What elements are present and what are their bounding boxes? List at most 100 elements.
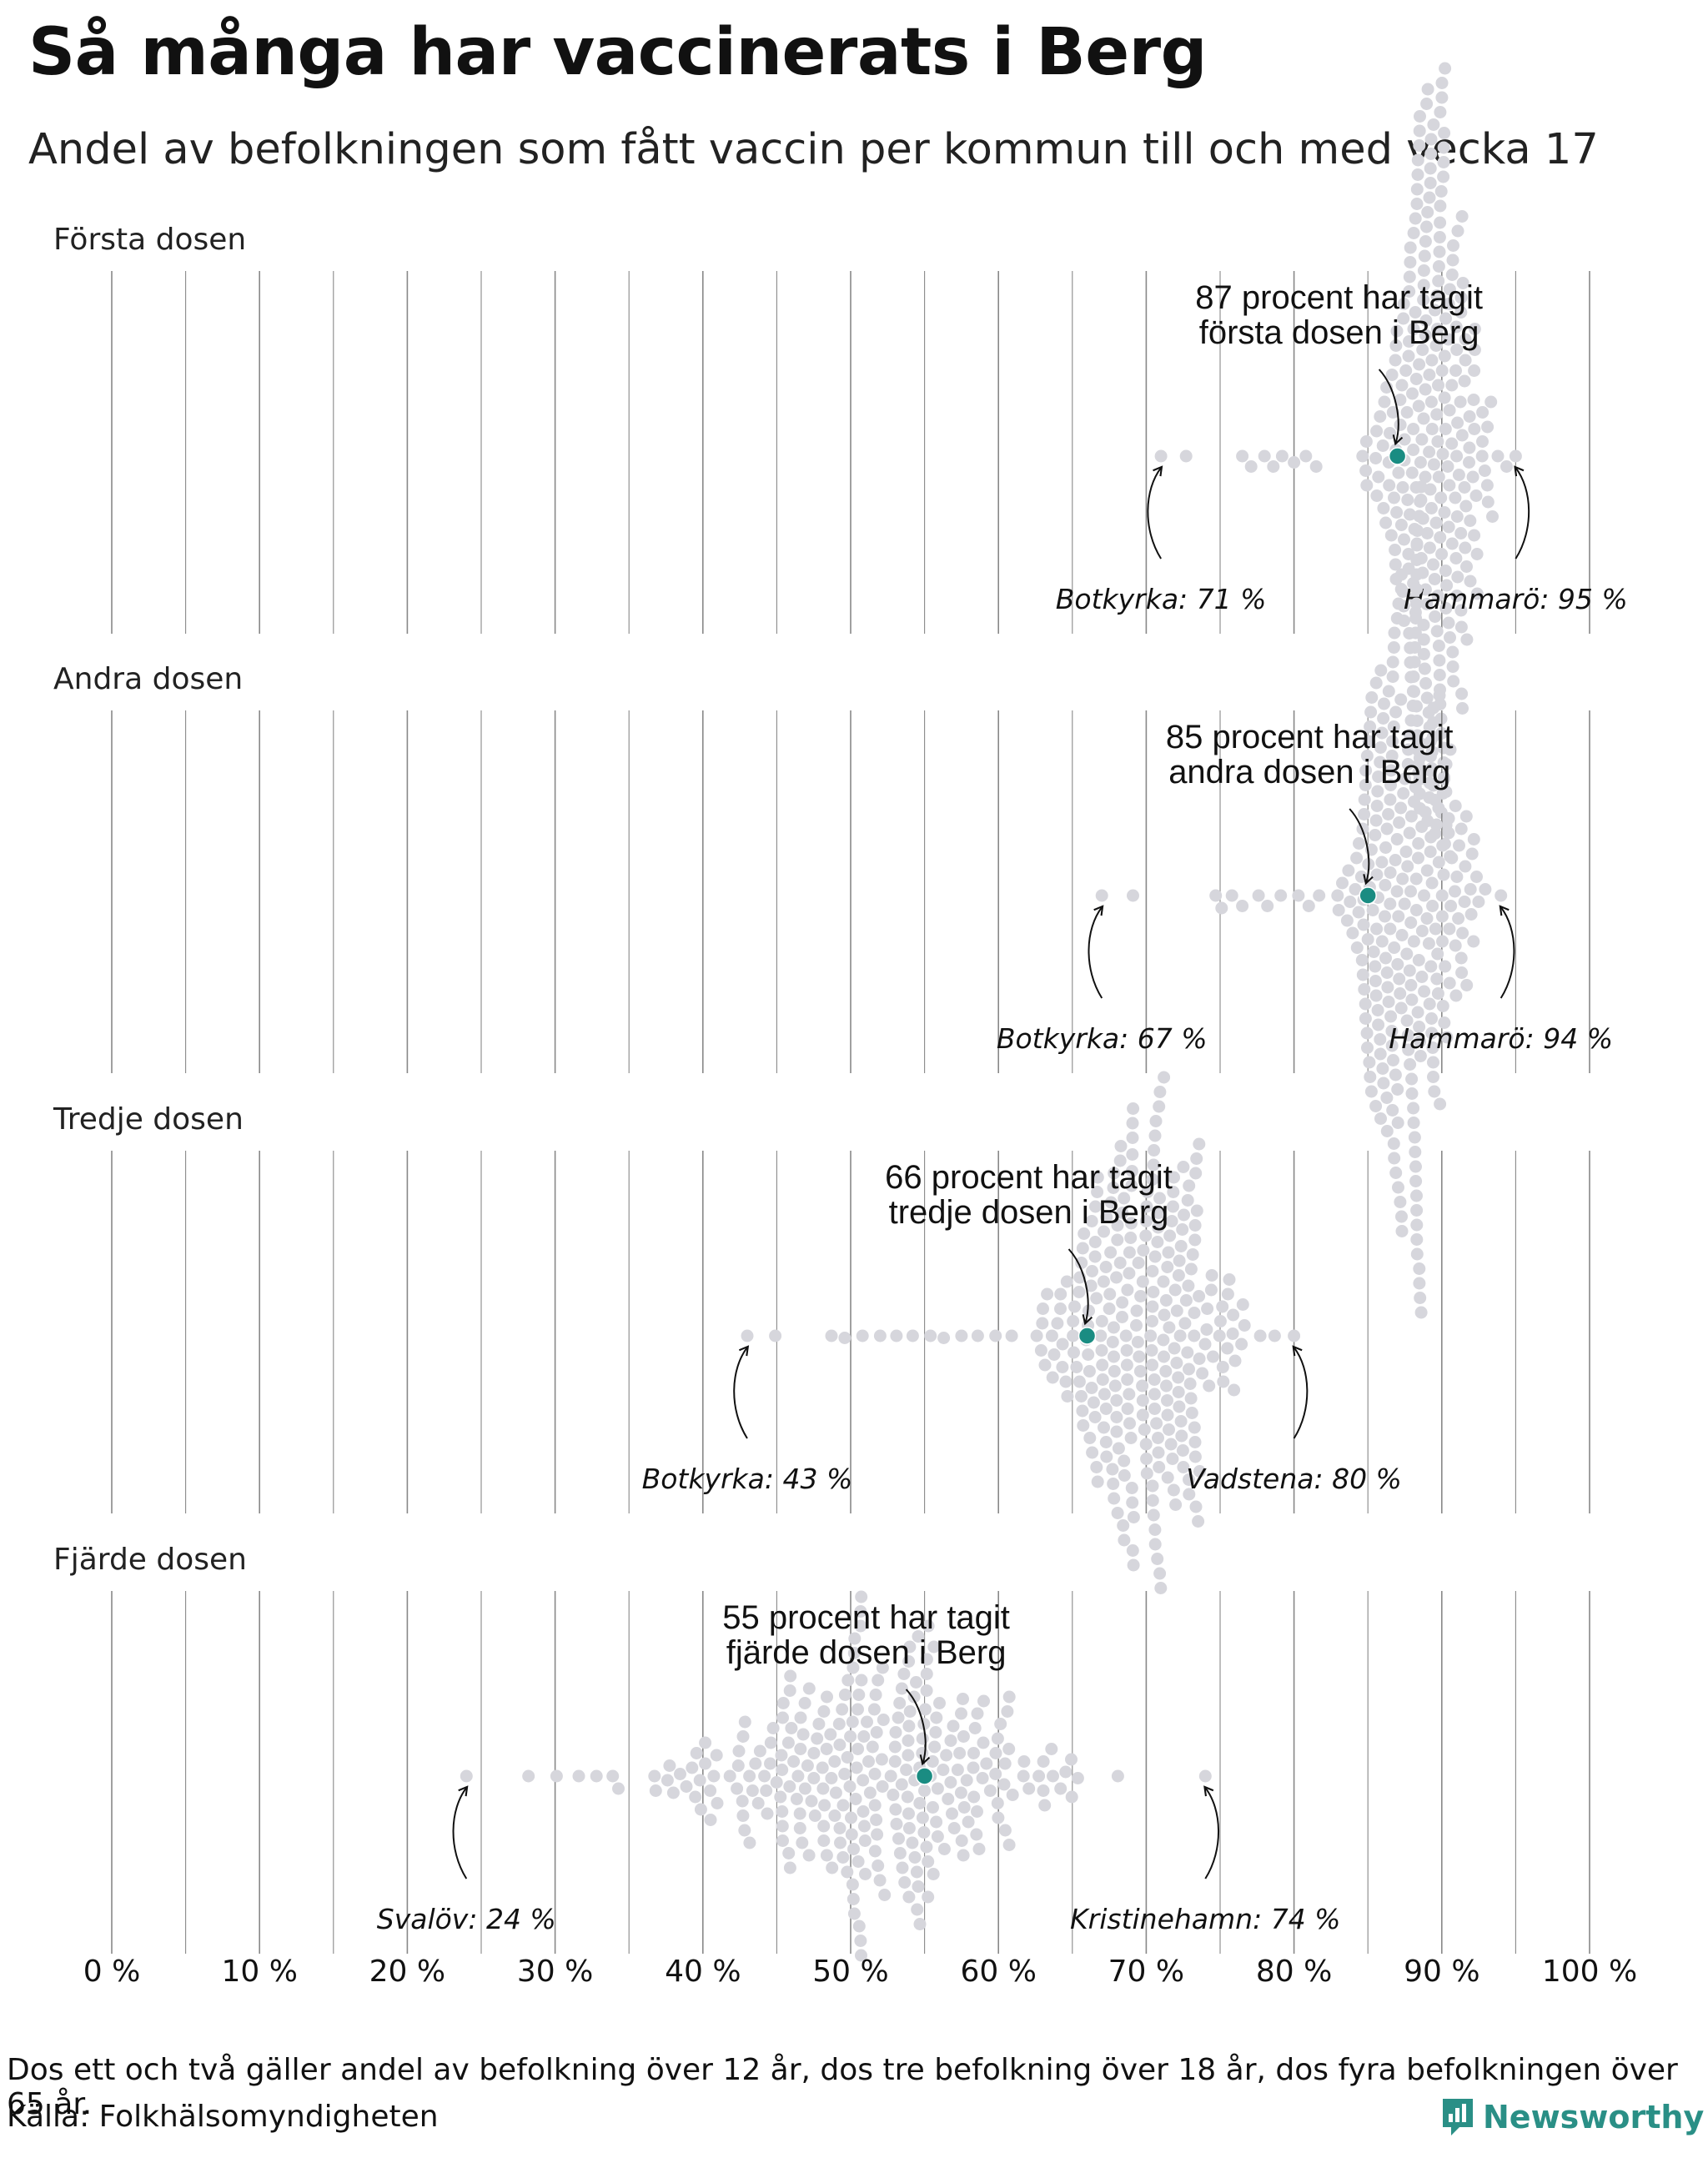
municipality-dot [967,1790,981,1804]
municipality-dot [1173,1400,1186,1413]
municipality-dot [903,1640,917,1654]
municipality-dot [1118,1192,1131,1205]
municipality-dot [775,1749,788,1762]
municipality-dot [989,1747,1002,1759]
municipality-dot [1154,1582,1168,1594]
municipality-dot [944,1734,957,1747]
municipality-dot [794,1743,807,1755]
municipality-dot [1098,1388,1111,1401]
municipality-dot [770,1776,783,1789]
municipality-dot [1416,344,1429,356]
municipality-dot [898,1876,912,1889]
municipality-dot [1424,831,1438,844]
municipality-dot [1201,1302,1214,1315]
municipality-dot [785,1722,798,1734]
municipality-dot [784,1669,797,1683]
municipality-dot [1395,1210,1408,1223]
municipality-dot [1140,1200,1153,1213]
municipality-dot [931,1782,944,1795]
x-tick-label: 40 % [665,1955,741,1989]
municipality-dot [741,1329,754,1342]
municipality-dot [1127,889,1139,902]
municipality-dot [1370,800,1384,812]
municipality-dot [1412,399,1425,413]
municipality-dot [1377,1076,1390,1090]
callout-text: andra dosen i Berg [1168,754,1450,790]
municipality-dot [776,1805,789,1818]
municipality-dot [774,1790,787,1804]
municipality-dot [1415,971,1429,983]
municipality-dot [1374,1112,1387,1125]
municipality-dot [1409,612,1423,625]
municipality-dot [807,1747,821,1759]
municipality-dot [550,1769,563,1783]
municipality-dot [1481,420,1494,434]
municipality-dot [873,1874,887,1887]
municipality-dot [1175,1429,1188,1443]
municipality-dot [1140,1453,1153,1465]
municipality-dot [1396,481,1409,494]
municipality-dot [1181,1194,1194,1207]
municipality-dot [1384,427,1396,439]
municipality-dot [1196,1367,1209,1380]
municipality-dot [1439,960,1452,973]
municipality-dot [1350,851,1364,865]
municipality-dot [1472,896,1485,908]
municipality-dot [1394,519,1408,531]
municipality-dot [1430,625,1444,638]
municipality-dot [1427,118,1440,131]
municipality-dot [1170,1304,1183,1317]
x-tick-label: 100 % [1542,1955,1637,1989]
municipality-dot [1370,922,1384,936]
municipality-dot [808,1809,821,1822]
municipality-dot [1189,1500,1203,1513]
municipality-dot [1095,889,1108,902]
municipality-dot [1438,506,1451,519]
municipality-dot [1456,702,1469,715]
municipality-dot [1159,1365,1173,1378]
municipality-dot [1446,660,1459,673]
municipality-dot [1409,597,1423,610]
municipality-dot [787,1755,801,1768]
municipality-dot [1349,883,1362,896]
municipality-dot [1385,1039,1399,1052]
municipality-dot [1444,743,1457,756]
municipality-dot [937,1332,951,1344]
municipality-dot [1393,972,1406,986]
municipality-dot [1083,1432,1097,1444]
municipality-dot [1384,793,1397,806]
municipality-dot [922,1619,935,1633]
municipality-dot [929,1726,942,1739]
callout-text: 87 procent har tagit [1195,279,1483,316]
municipality-dot [1192,1515,1205,1528]
municipality-dot [1414,480,1428,494]
municipality-dot [1401,860,1414,873]
municipality-dot [1148,1523,1162,1536]
municipality-dot [1161,1408,1174,1422]
municipality-dot [1407,1117,1420,1129]
municipality-dot [1363,1056,1376,1069]
municipality-dot [1463,410,1476,423]
municipality-dot [1041,1287,1054,1301]
municipality-dot [1424,502,1438,514]
municipality-dot [912,1630,925,1643]
municipality-dot [1417,412,1430,425]
municipality-dot [916,1732,929,1745]
municipality-dot [764,1736,777,1749]
municipality-dot [1423,791,1436,804]
municipality-dot [1401,758,1414,770]
municipality-dot [776,1764,789,1776]
municipality-dot [1460,560,1473,573]
municipality-dot [753,1744,766,1758]
municipality-dot [1424,395,1438,409]
municipality-dot [1389,1167,1403,1179]
municipality-dot [926,1755,939,1768]
municipality-dot [1235,1337,1248,1351]
municipality-dot [1439,758,1453,770]
municipality-dot [1145,1344,1158,1357]
berg-highlight-dot [915,1767,934,1785]
municipality-dot [1146,1300,1159,1313]
municipality-dot [1399,772,1412,785]
municipality-dot [1178,1208,1190,1222]
municipality-dot [998,1757,1012,1770]
